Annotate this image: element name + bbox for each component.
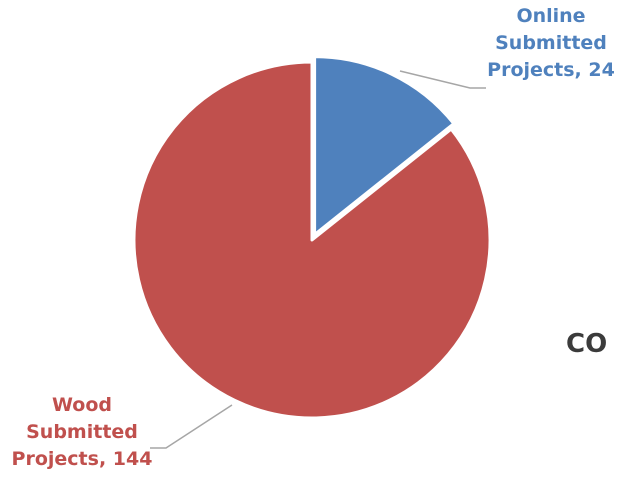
data-label-wood-line-2: Submitted: [26, 421, 138, 443]
data-label-online-line-2: Submitted: [495, 32, 607, 54]
pie-slice-wood: [132, 60, 492, 420]
data-label-online-line-1: Online: [516, 5, 586, 27]
leader-line-online: [399, 70, 486, 89]
pie-slice-online: [313, 55, 456, 237]
data-label-wood-line-3: Projects, 144: [11, 448, 153, 470]
data-label-online-line-3: Projects, 24: [487, 59, 615, 81]
data-label-wood-line-1: Wood: [52, 394, 112, 416]
partial-title-text: CO: [566, 329, 608, 359]
data-label-online: Online Submitted Projects, 24: [476, 3, 626, 84]
data-label-wood: Wood Submitted Projects, 144: [2, 392, 162, 473]
leader-line-wood: [150, 404, 233, 449]
